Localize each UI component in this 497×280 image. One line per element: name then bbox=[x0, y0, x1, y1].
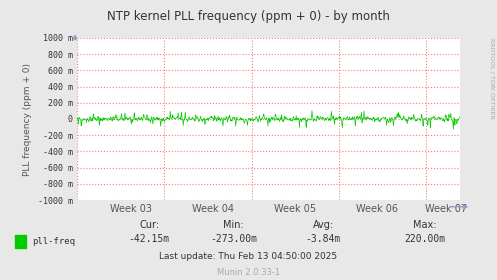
Text: Cur:: Cur: bbox=[139, 220, 159, 230]
Text: Avg:: Avg: bbox=[313, 220, 333, 230]
Text: pll-freq: pll-freq bbox=[32, 237, 75, 246]
Text: Max:: Max: bbox=[413, 220, 437, 230]
Text: 220.00m: 220.00m bbox=[405, 234, 445, 244]
Text: NTP kernel PLL frequency (ppm + 0) - by month: NTP kernel PLL frequency (ppm + 0) - by … bbox=[107, 10, 390, 23]
Text: Munin 2.0.33-1: Munin 2.0.33-1 bbox=[217, 268, 280, 277]
Y-axis label: PLL frequency (ppm + 0): PLL frequency (ppm + 0) bbox=[23, 62, 32, 176]
Text: Last update: Thu Feb 13 04:50:00 2025: Last update: Thu Feb 13 04:50:00 2025 bbox=[160, 252, 337, 261]
Text: -42.15m: -42.15m bbox=[129, 234, 169, 244]
Text: -3.84m: -3.84m bbox=[306, 234, 340, 244]
Text: Min:: Min: bbox=[223, 220, 244, 230]
Text: RRDTOOL / TOBI OETIKER: RRDTOOL / TOBI OETIKER bbox=[490, 38, 495, 119]
Text: -273.00m: -273.00m bbox=[210, 234, 257, 244]
